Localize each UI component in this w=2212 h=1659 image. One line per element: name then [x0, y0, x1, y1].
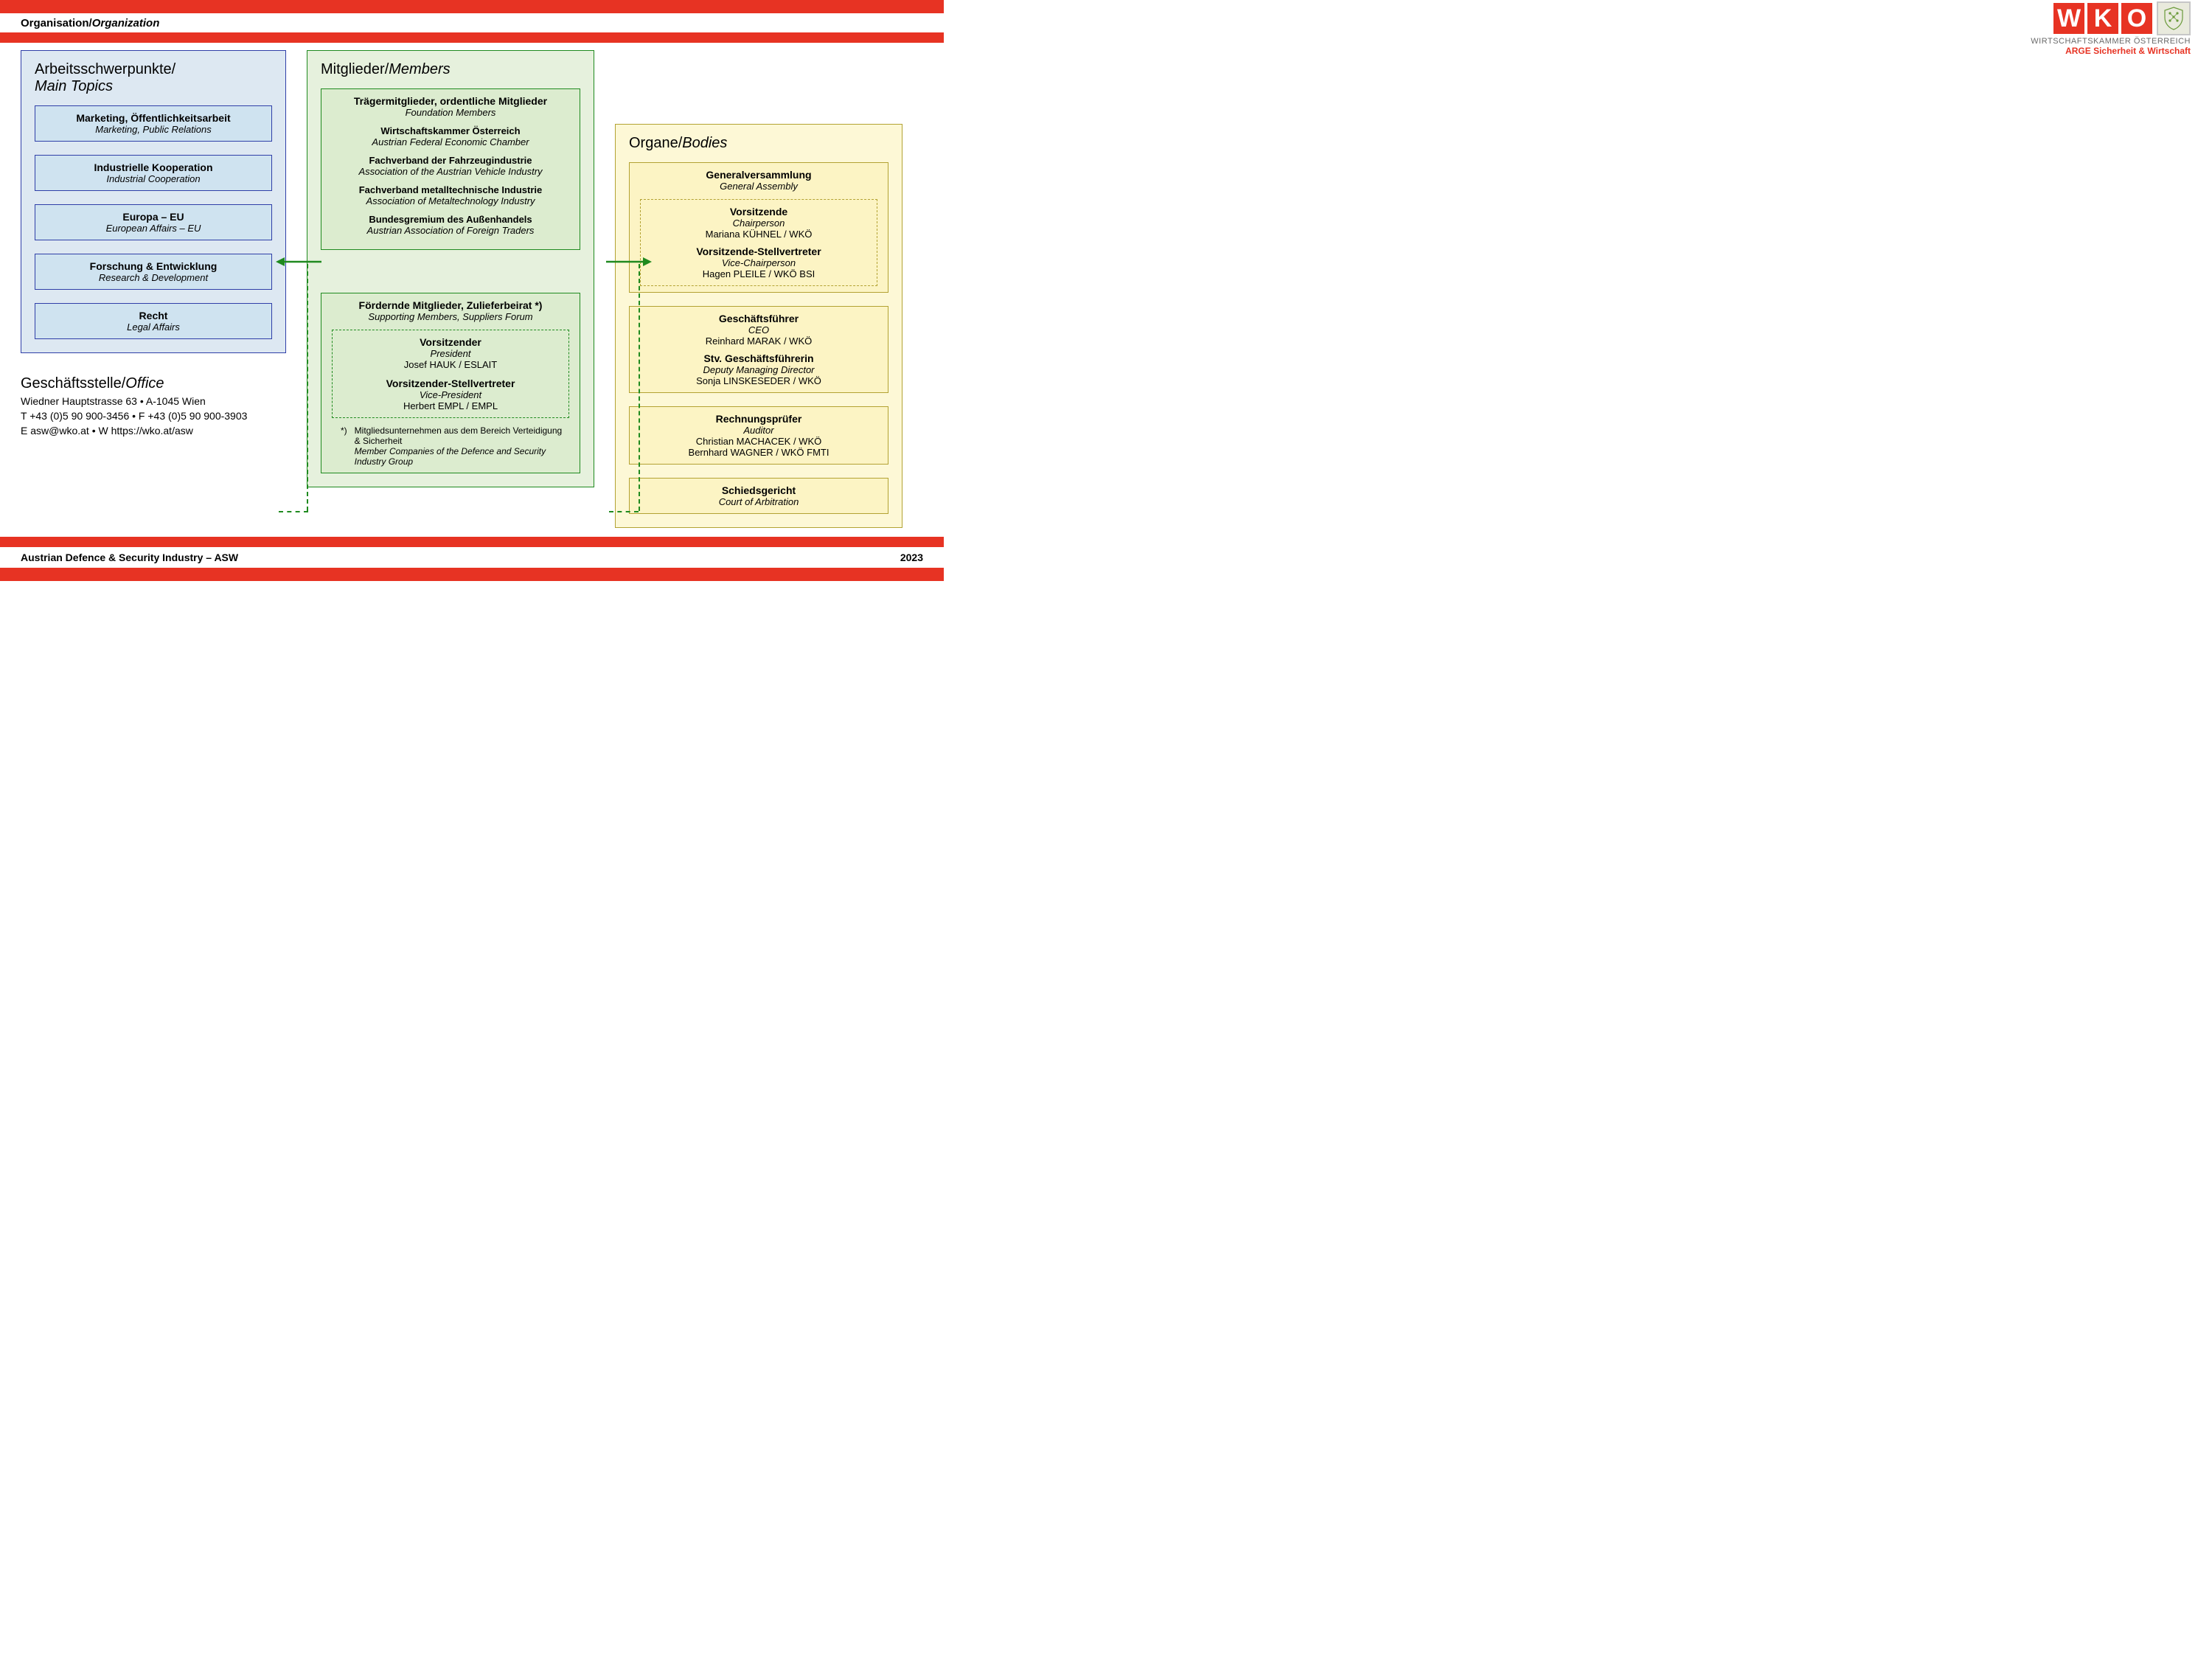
office-block: Geschäftsstelle/Office Wiedner Hauptstra… — [21, 375, 286, 437]
topic-box-0: Marketing, ÖffentlichkeitsarbeitMarketin… — [35, 105, 272, 142]
ceo-box: Geschäftsführer CEO Reinhard MARAK / WKÖ… — [629, 306, 888, 393]
bodies-title: Organe/Bodies — [629, 135, 888, 152]
main-topics-panel: Arbeitsschwerpunkte/ Main Topics Marketi… — [21, 50, 286, 353]
foundation-member-2: Fachverband metalltechnische IndustrieAs… — [327, 184, 574, 206]
court-box: Schiedsgericht Court of Arbitration — [629, 478, 888, 514]
title-en: Organization — [92, 17, 160, 29]
foundation-member-3: Bundesgremium des AußenhandelsAustrian A… — [327, 214, 574, 236]
suppliers-forum-leadership: Vorsitzender President Josef HAUK / ESLA… — [332, 330, 569, 418]
logo-shield-icon — [2157, 1, 2191, 35]
auditor-box: Rechnungsprüfer Auditor Christian MACHAC… — [629, 406, 888, 465]
ga-leadership: Vorsitzende Chairperson Mariana KÜHNEL /… — [640, 199, 877, 286]
supporting-members-box: Fördernde Mitglieder, Zulieferbeirat *) … — [321, 293, 580, 473]
general-assembly-box: Generalversammlung General Assembly Vors… — [629, 162, 888, 293]
members-title: Mitglieder/Members — [321, 61, 580, 78]
footer-left: Austrian Defence & Security Industry – A… — [21, 552, 238, 563]
topic-box-3: Forschung & EntwicklungResearch & Develo… — [35, 254, 272, 290]
members-panel: Mitglieder/Members Trägermitglieder, ord… — [307, 50, 594, 487]
logo-letter-w: W — [2052, 1, 2086, 35]
office-address: Wiedner Hauptstrasse 63 • A-1045 Wien — [21, 395, 286, 407]
logo-letter-o: O — [2120, 1, 2154, 35]
title-de: Organisation/ — [21, 17, 92, 29]
footer: Austrian Defence & Security Industry – A… — [0, 547, 944, 568]
foundation-member-0: Wirtschaftskammer ÖsterreichAustrian Fed… — [327, 125, 574, 147]
logo-letter-k: K — [2086, 1, 2120, 35]
header-red-bar-2 — [0, 32, 944, 43]
topic-box-1: Industrielle KooperationIndustrial Coope… — [35, 155, 272, 191]
logo-subtitle-1: WIRTSCHAFTSKAMMER ÖSTERREICH — [2031, 37, 2191, 46]
page-title: Organisation/Organization — [21, 17, 159, 29]
foundation-member-1: Fachverband der FahrzeugindustrieAssocia… — [327, 155, 574, 177]
footer-right: 2023 — [900, 552, 923, 563]
footnote: *) Mitgliedsunternehmen aus dem Bereich … — [341, 425, 568, 467]
office-email-web: E asw@wko.at • W https://wko.at/asw — [21, 425, 286, 437]
topic-box-4: RechtLegal Affairs — [35, 303, 272, 339]
main-topics-title: Arbeitsschwerpunkte/ Main Topics — [35, 61, 272, 95]
topic-box-2: Europa – EUEuropean Affairs – EU — [35, 204, 272, 240]
bodies-panel: Organe/Bodies Generalversammlung General… — [615, 124, 902, 528]
foundation-members-box: Trägermitglieder, ordentliche Mitglieder… — [321, 88, 580, 250]
top-red-bar — [0, 0, 944, 13]
footer-red-bar — [0, 537, 944, 547]
logo-subtitle-2: ARGE Sicherheit & Wirtschaft — [2031, 46, 2191, 56]
bottom-red-bar — [0, 568, 944, 581]
header: Organisation/Organization — [0, 13, 944, 32]
office-phone-fax: T +43 (0)5 90 900-3456 • F +43 (0)5 90 9… — [21, 410, 286, 422]
logo-block: W K O WIRTSCHAFTSKAMMER ÖSTERREICH ARGE … — [2028, 1, 2194, 56]
